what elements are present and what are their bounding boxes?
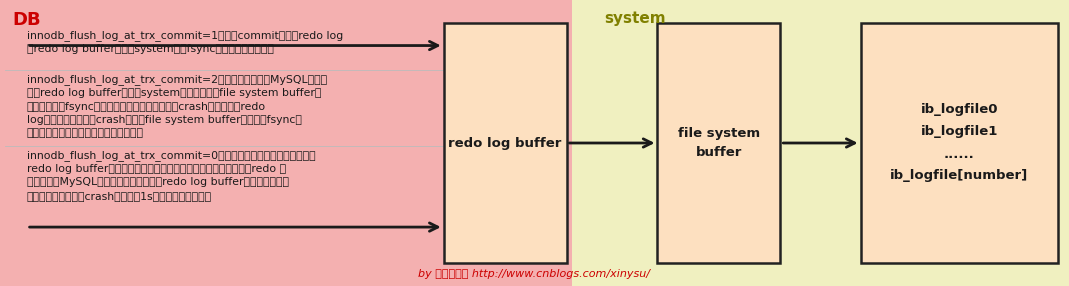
Text: redo log buffer: redo log buffer: [448, 136, 562, 150]
Text: innodb_flush_log_at_trx_commit=1，每次commit都会把redo log
从redo log buffer写入到system，并: innodb_flush_log_at_trx_commit=1，每次commi…: [27, 30, 343, 54]
Text: innodb_flush_log_at_trx_commit=0，事务发生过程，日志一直激励在
redo log buffer中，跟其他设置一样，但是在事务提交: innodb_flush_log_at_trx_commit=0，事务发生过程，…: [27, 150, 315, 201]
Text: ib_logfile0
ib_logfile1
......
ib_logfile[number]: ib_logfile0 ib_logfile1 ...... ib_logfil…: [890, 104, 1028, 182]
Text: DB: DB: [13, 11, 42, 29]
Bar: [572, 0, 1069, 286]
Bar: [444, 23, 567, 263]
Bar: [0, 0, 572, 286]
Text: file system
buffer: file system buffer: [678, 127, 760, 159]
Bar: [657, 23, 780, 263]
Text: system: system: [604, 11, 666, 26]
Text: by 苏家小萝卜 http://www.cnblogs.com/xinysu/: by 苏家小萝卜 http://www.cnblogs.com/xinysu/: [418, 269, 651, 279]
Bar: [861, 23, 1058, 263]
Text: innodb_flush_log_at_trx_commit=2，每次事务提交时MySQL会把日
志从redo log buffer写入到system，但只写入: innodb_flush_log_at_trx_commit=2，每次事务提交时…: [27, 74, 327, 138]
